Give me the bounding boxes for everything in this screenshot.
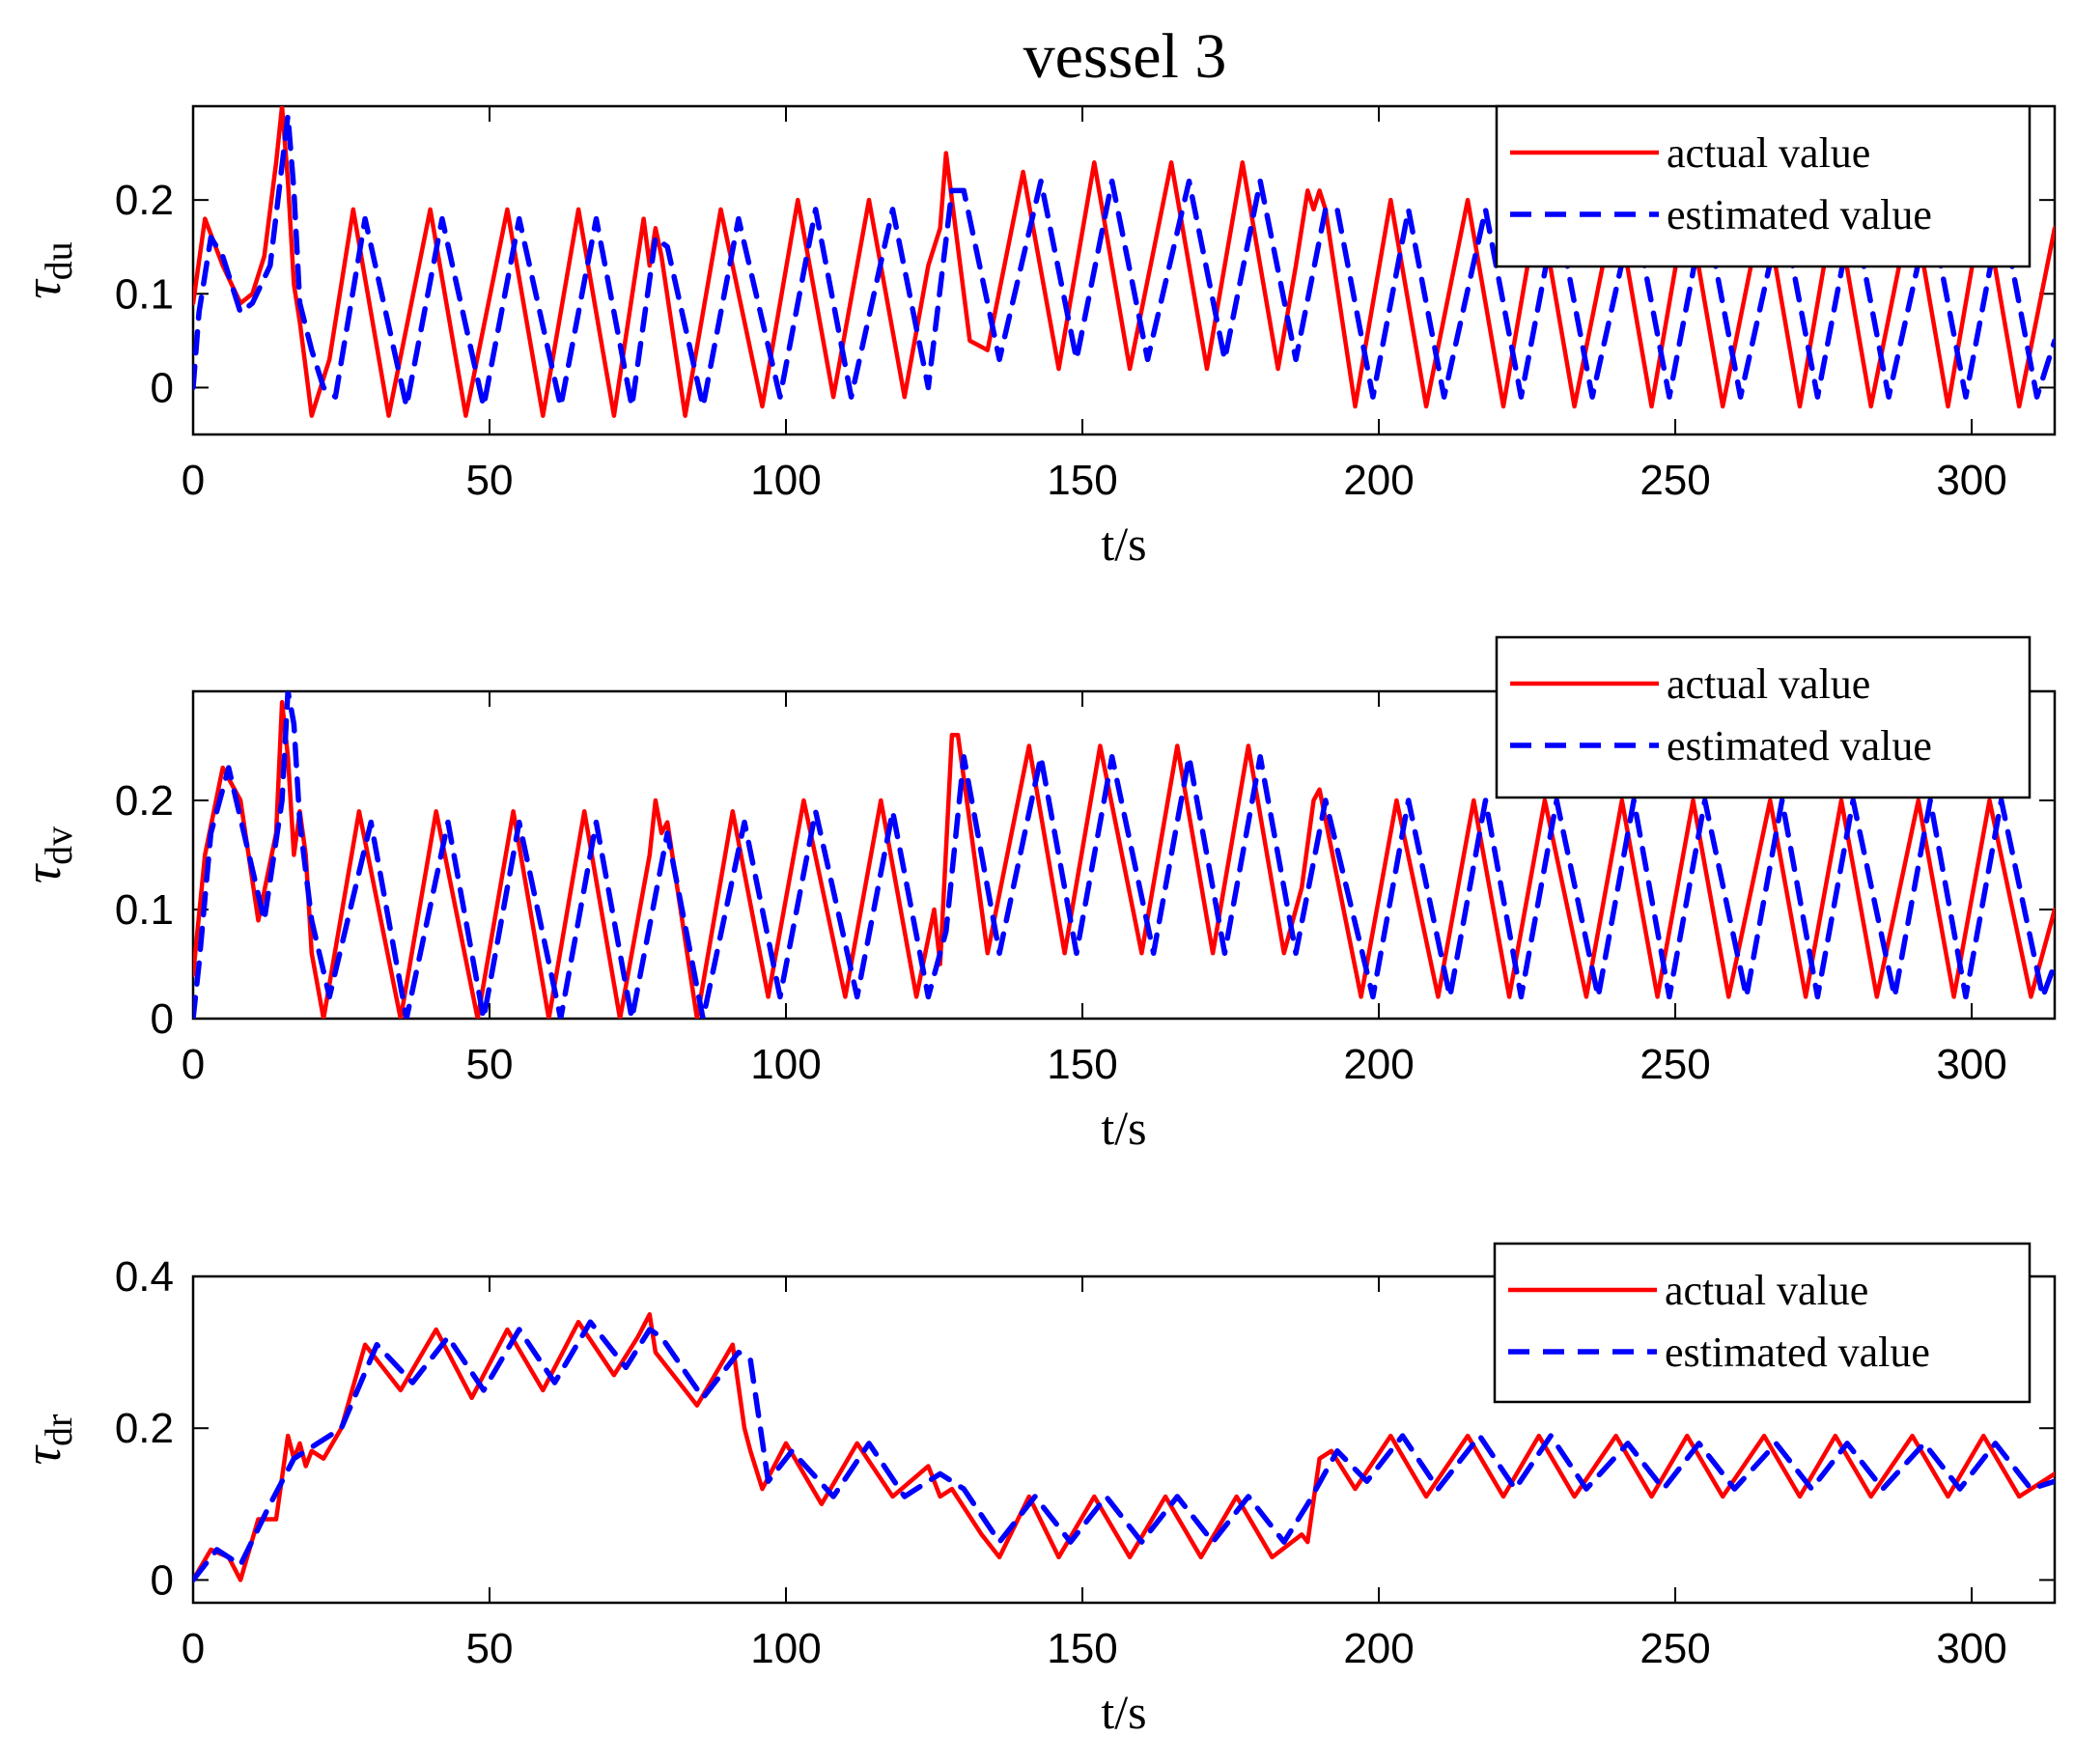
chart-panel-1: 0 50 100 150 200 250 300 0 0.1 0.2 t/s τdu actual va… [14, 104, 2057, 571]
series-line-estimated [193, 112, 2055, 409]
series-line-estimated [193, 1319, 2055, 1583]
chart-panel-2: 0 50 100 150 200 250 300 0 0.1 0.2 t/s τdv actual va… [14, 635, 2057, 1155]
y-axis-label-symbol: τ [14, 279, 71, 299]
x-axis-label: t/s [1101, 1685, 1146, 1739]
series-line-estimated [193, 691, 2055, 1019]
y-tick-label: 0.1 [115, 886, 174, 934]
x-tick-label: 0 [182, 1041, 205, 1088]
x-tick-label: 250 [1640, 457, 1710, 504]
legend-box [1495, 635, 2032, 799]
x-tick-label: 200 [1343, 1041, 1414, 1088]
y-axis-label-subscript: dr [37, 1414, 80, 1446]
y-tick-label: 0.2 [115, 1405, 174, 1452]
x-tick-label: 150 [1047, 1625, 1117, 1672]
x-tick-label: 0 [182, 457, 205, 504]
x-tick-label: 200 [1343, 457, 1414, 504]
x-axis-label: t/s [1101, 517, 1146, 571]
y-axis-label: τdv [14, 826, 80, 883]
x-tick-label: 300 [1936, 457, 2006, 504]
y-axis-label-subscript: du [37, 241, 80, 280]
chart-panel-3: 0 50 100 150 200 250 300 0 0.2 0.4 t/s τdr actual va… [14, 1242, 2057, 1739]
legend-label-actual: actual value [1665, 1267, 1868, 1314]
y-axis-label-subscript: dv [37, 826, 80, 865]
y-tick-label: 0.2 [115, 177, 174, 224]
legend-label-estimated: estimated value [1667, 722, 1932, 770]
legend-label-actual: actual value [1667, 129, 1870, 177]
x-tick-label: 300 [1936, 1625, 2006, 1672]
x-tick-label: 200 [1343, 1625, 1414, 1672]
x-tick-label: 0 [182, 1625, 205, 1672]
y-tick-label: 0 [151, 1556, 174, 1604]
legend-label-estimated: estimated value [1665, 1329, 1930, 1376]
series-line-actual [193, 700, 2055, 1019]
x-tick-label: 150 [1047, 1041, 1117, 1088]
legend-box [1495, 104, 2032, 268]
y-tick-label: 0.4 [115, 1253, 174, 1301]
x-tick-label: 50 [466, 457, 514, 504]
y-axis-label: τdr [14, 1414, 80, 1466]
y-axis-label: τdu [14, 241, 80, 298]
series-line-actual [193, 1312, 2055, 1582]
y-axis-label-symbol: τ [14, 863, 71, 883]
y-tick-label: 0.1 [115, 270, 174, 318]
x-tick-label: 100 [750, 1041, 821, 1088]
x-tick-label: 300 [1936, 1041, 2006, 1088]
x-tick-label: 250 [1640, 1625, 1710, 1672]
legend-label-actual: actual value [1667, 660, 1870, 708]
series-group [193, 1312, 2055, 1583]
x-tick-label: 100 [750, 457, 821, 504]
x-tick-label: 100 [750, 1625, 821, 1672]
x-tick-label: 50 [466, 1041, 514, 1088]
legend-box [1493, 1242, 2032, 1404]
y-tick-label: 0.2 [115, 777, 174, 825]
y-axis-label-symbol: τ [14, 1444, 71, 1465]
x-axis-label: t/s [1101, 1101, 1146, 1155]
series-group [193, 691, 2055, 1019]
legend: actual value estimated value [1493, 1242, 2032, 1404]
legend: actual value estimated value [1495, 104, 2032, 268]
y-tick-label: 0 [151, 364, 174, 411]
x-tick-label: 150 [1047, 457, 1117, 504]
y-tick-label: 0 [151, 995, 174, 1043]
legend-label-estimated: estimated value [1667, 191, 1932, 238]
figure-title: vessel 3 [1023, 21, 1227, 92]
x-tick-label: 250 [1640, 1041, 1710, 1088]
x-tick-label: 50 [466, 1625, 514, 1672]
legend: actual value estimated value [1495, 635, 2032, 799]
